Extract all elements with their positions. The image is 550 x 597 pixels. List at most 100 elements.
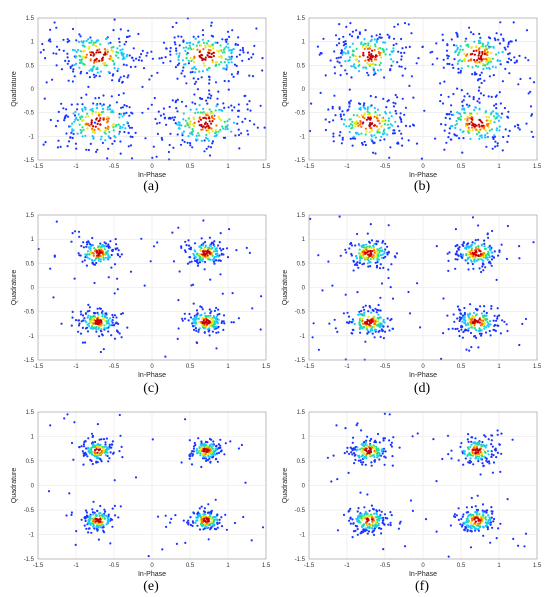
data-point [78, 235, 81, 238]
data-point [360, 132, 363, 135]
data-point [403, 113, 406, 116]
y-tick-label: 1 [302, 435, 306, 441]
data-point [344, 248, 347, 251]
data-point [508, 72, 511, 75]
data-point [160, 56, 163, 60]
data-point [338, 107, 341, 110]
data-point [447, 453, 450, 456]
data-point [207, 321, 210, 324]
x-tick-label: 1 [226, 563, 230, 569]
data-point [178, 62, 181, 65]
data-point [492, 256, 496, 259]
data-point [503, 106, 506, 110]
data-point [447, 55, 450, 58]
data-point [228, 118, 231, 121]
data-point [496, 142, 499, 145]
data-point [100, 333, 104, 336]
data-point [486, 51, 489, 54]
data-point [178, 127, 181, 130]
data-point [134, 131, 137, 134]
data-point [189, 516, 192, 519]
data-point [355, 257, 358, 260]
data-point [95, 104, 98, 107]
data-point [125, 105, 128, 108]
data-point [369, 45, 372, 48]
data-point [221, 51, 224, 54]
data-point [376, 524, 379, 527]
data-point [356, 528, 359, 531]
data-point [331, 105, 334, 108]
data-point [334, 114, 337, 117]
data-point [184, 541, 187, 545]
data-point [212, 455, 215, 458]
data-point [104, 61, 107, 64]
data-point [473, 522, 476, 525]
data-point [392, 101, 395, 104]
data-point [322, 37, 325, 40]
data-point [368, 47, 372, 50]
data-point [435, 245, 438, 248]
data-point [369, 124, 372, 127]
data-point [407, 139, 410, 142]
data-point [471, 129, 474, 132]
data-point [362, 66, 365, 69]
data-point [360, 429, 363, 432]
data-point [112, 111, 115, 114]
data-point [403, 545, 407, 548]
data-point [227, 106, 230, 109]
data-point [199, 44, 202, 47]
data-point [210, 110, 213, 113]
data-point [453, 58, 456, 61]
data-point [388, 53, 391, 56]
data-point [194, 102, 197, 105]
data-point [207, 48, 210, 51]
data-point [91, 522, 94, 525]
data-point [494, 53, 498, 56]
data-point [393, 255, 396, 258]
data-point [198, 320, 201, 324]
data-point [497, 119, 501, 122]
data-point [193, 82, 196, 85]
data-point [470, 121, 473, 124]
data-point [185, 57, 188, 60]
data-point [345, 321, 349, 324]
data-point [501, 80, 504, 83]
data-point [353, 137, 357, 140]
x-tick-label: -1 [344, 164, 350, 170]
data-point [128, 106, 131, 109]
data-point [104, 454, 107, 457]
data-point [351, 453, 354, 456]
data-point [389, 319, 392, 322]
data-point [217, 308, 220, 311]
data-point [482, 534, 485, 537]
data-point [493, 324, 496, 327]
data-point [79, 128, 82, 132]
data-point [506, 498, 509, 501]
data-point [217, 331, 220, 334]
data-point [473, 334, 477, 338]
data-point [204, 56, 207, 59]
data-point [230, 104, 233, 107]
data-point [206, 254, 209, 257]
data-point [333, 72, 337, 75]
data-point [527, 92, 530, 95]
data-point [152, 145, 155, 148]
data-point [493, 104, 496, 107]
data-point [103, 508, 106, 511]
data-point [65, 114, 68, 117]
data-point [183, 249, 187, 252]
data-point [463, 108, 466, 111]
data-point [80, 58, 83, 61]
data-point [372, 73, 375, 76]
data-point [161, 138, 164, 141]
panel-caption: (e) [143, 579, 159, 594]
data-point [84, 451, 87, 454]
data-point [479, 253, 482, 256]
data-point [485, 123, 488, 126]
data-point [487, 126, 490, 129]
data-point [91, 112, 94, 115]
data-point [192, 447, 195, 450]
data-point [373, 440, 376, 444]
data-point [95, 261, 98, 265]
data-point [179, 143, 183, 146]
